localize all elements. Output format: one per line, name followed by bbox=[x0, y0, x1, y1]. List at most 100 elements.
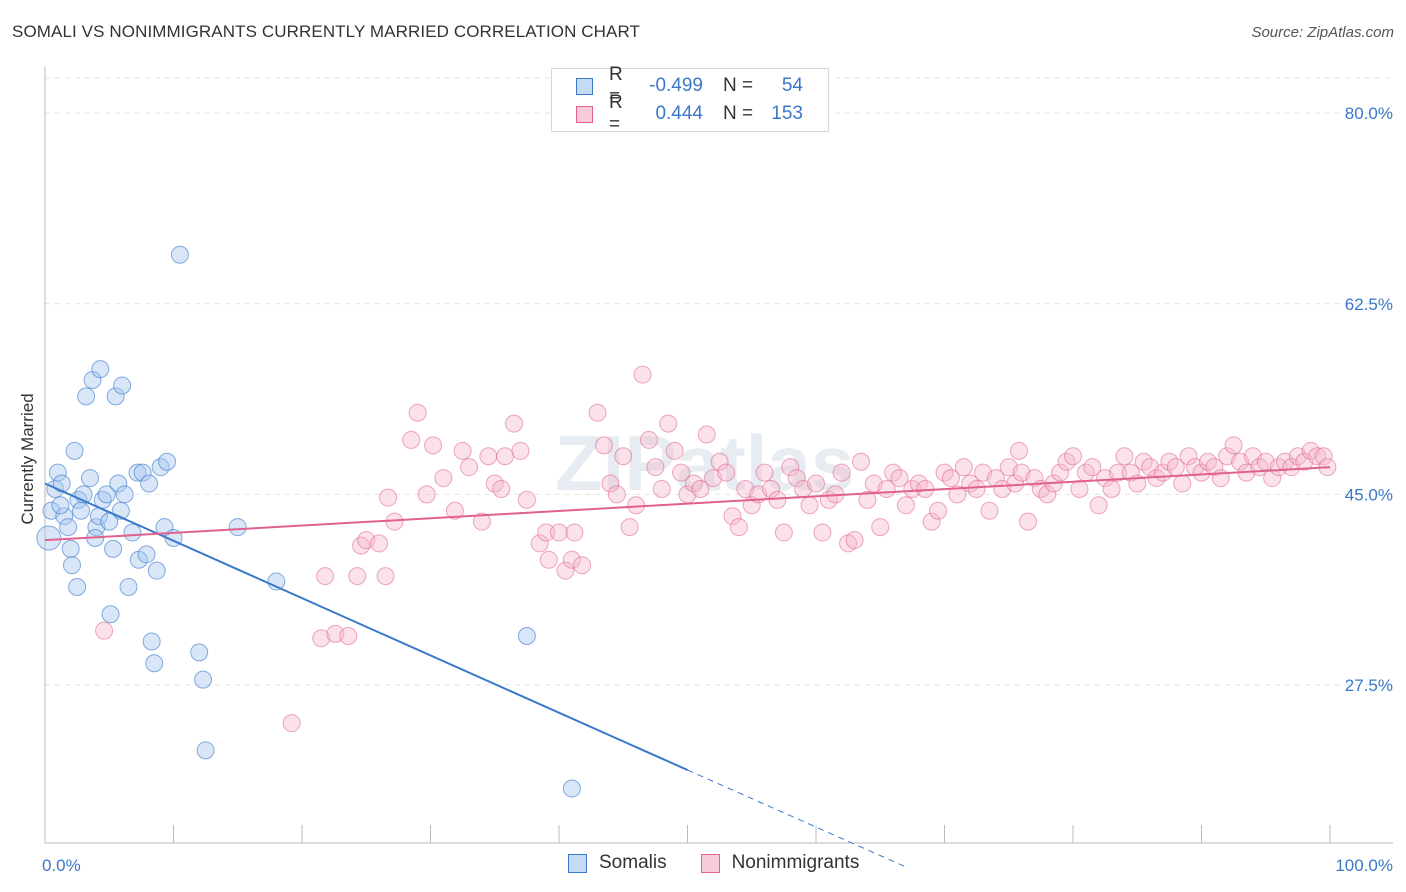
somalis-point bbox=[106, 387, 125, 406]
nonimmigrants-point bbox=[424, 436, 443, 455]
nonimmigrants-point bbox=[1010, 441, 1029, 460]
nonimmigrants-point bbox=[1102, 479, 1121, 498]
nonimmigrants-point bbox=[517, 490, 536, 509]
nonimmigrants-point bbox=[967, 479, 986, 498]
nonimmigrants-point bbox=[813, 523, 832, 542]
nonimmigrants-point bbox=[614, 447, 633, 466]
somalis-point bbox=[196, 741, 215, 760]
nonimmigrants-point bbox=[851, 452, 870, 471]
nonimmigrants-point bbox=[729, 518, 748, 537]
somalis-point bbox=[145, 654, 164, 673]
somalis-point bbox=[517, 627, 536, 646]
somalis-point bbox=[137, 545, 156, 564]
nonimmigrants-point bbox=[408, 403, 427, 422]
nonimmigrants-point bbox=[1205, 458, 1224, 477]
nonimmigrants-point bbox=[565, 523, 584, 542]
nonimmigrants-point bbox=[348, 567, 367, 586]
nonimmigrants-point bbox=[639, 430, 658, 449]
nonimmigrants-point bbox=[282, 714, 301, 733]
nonimmigrants-legend-label: Nonimmigrants bbox=[731, 852, 860, 873]
somalis-point bbox=[158, 452, 177, 471]
nonimmigrants-point bbox=[832, 463, 851, 482]
nonimmigrants-point bbox=[594, 436, 613, 455]
y-tick-label: 27.5% bbox=[1345, 676, 1393, 695]
nonimmigrants-point bbox=[1019, 512, 1038, 531]
tick-labels: 27.5% 45.0% 62.5% 80.0% 0.0% 100.0% Currently … bbox=[18, 104, 1393, 875]
nonimmigrants-point bbox=[787, 469, 806, 488]
chart-source: Source: ZipAtlas.com bbox=[1251, 24, 1394, 41]
nonimmigrants-point bbox=[601, 474, 620, 493]
somalis-point bbox=[190, 643, 209, 662]
nonimmigrants-point bbox=[588, 403, 607, 422]
nonimmigrants-point bbox=[511, 441, 530, 460]
nonimmigrants-point bbox=[1121, 463, 1140, 482]
somalis-point bbox=[562, 779, 581, 798]
somalis-point bbox=[140, 474, 159, 493]
nonimmigrants-point bbox=[774, 523, 793, 542]
nonimmigrants-point bbox=[929, 501, 948, 520]
somalis-point bbox=[104, 539, 123, 558]
nonimmigrants-point bbox=[762, 479, 781, 498]
nonimmigrants-point bbox=[370, 534, 389, 553]
nonimmigrants-point bbox=[646, 458, 665, 477]
nonimmigrants-point bbox=[530, 534, 549, 553]
nonimmigrants-point bbox=[941, 469, 960, 488]
somalis-point bbox=[48, 463, 67, 482]
nonimmigrants-point bbox=[896, 496, 915, 515]
y-tick-label: 62.5% bbox=[1345, 295, 1393, 314]
nonimmigrants-point bbox=[537, 523, 556, 542]
nonimmigrants-point bbox=[665, 441, 684, 460]
x-tick-label: 0.0% bbox=[42, 856, 81, 875]
trend-lines bbox=[44, 466, 1331, 868]
nonimmigrants-point bbox=[312, 629, 331, 648]
nonimmigrants-point bbox=[472, 512, 491, 531]
correlation-legend: R = -0.499 N = 54 R = 0.444 N = 153 bbox=[551, 64, 829, 135]
nonimmigrants-point bbox=[697, 425, 716, 444]
somalis-point bbox=[59, 518, 78, 537]
somalis-point bbox=[68, 578, 87, 596]
legend-n-label: N = bbox=[723, 103, 754, 124]
nonimmigrants-point bbox=[1115, 447, 1134, 466]
nonimmigrants-point bbox=[781, 458, 800, 477]
somalis-point bbox=[51, 496, 70, 515]
nonimmigrants-point bbox=[1224, 436, 1243, 455]
nonimmigrants-point bbox=[717, 463, 736, 482]
somalis-trend-extension bbox=[687, 769, 907, 868]
somalis-point bbox=[228, 518, 247, 537]
chart-title: SOMALI VS NONIMMIGRANTS CURRENTLY MARRIE… bbox=[12, 22, 641, 41]
somalis-point bbox=[91, 360, 110, 379]
gridlines bbox=[45, 77, 1393, 686]
legend-r-value: 0.444 bbox=[655, 103, 703, 124]
nonimmigrants-point bbox=[652, 479, 671, 498]
somalis-point bbox=[170, 245, 189, 264]
somalis-points bbox=[36, 245, 581, 798]
nonimmigrants-point bbox=[845, 531, 864, 550]
nonimmigrants-point bbox=[620, 518, 639, 537]
nonimmigrants-point bbox=[1108, 463, 1127, 482]
nonimmigrants-point bbox=[672, 463, 691, 482]
nonimmigrants-point bbox=[1083, 458, 1102, 477]
y-axis-title: Currently Married bbox=[18, 393, 37, 524]
nonimmigrants-point bbox=[1064, 447, 1082, 466]
y-tick-label: 45.0% bbox=[1345, 485, 1393, 504]
somalis-point bbox=[61, 539, 80, 558]
somalis-point bbox=[65, 441, 84, 460]
somalis-point bbox=[128, 463, 147, 482]
legend-row-somalis: R = -0.499 N = 54 bbox=[552, 64, 803, 107]
nonimmigrants-swatch bbox=[576, 105, 593, 123]
somalis-point bbox=[77, 387, 96, 406]
nonimmigrants-point bbox=[562, 550, 581, 569]
nonimmigrants-point bbox=[980, 501, 999, 520]
somalis-legend-swatch bbox=[568, 853, 587, 873]
series-legend: Somalis Nonimmigrants bbox=[568, 852, 859, 874]
nonimmigrants-point bbox=[496, 447, 515, 466]
nonimmigrants-point bbox=[659, 414, 678, 433]
nonimmigrants-point bbox=[1179, 447, 1198, 466]
somalis-point bbox=[80, 469, 99, 488]
legend-n-value: 54 bbox=[781, 75, 803, 96]
nonimmigrants-point bbox=[948, 485, 967, 504]
nonimmigrants-point bbox=[1314, 447, 1333, 466]
nonimmigrants-point bbox=[800, 496, 819, 515]
nonimmigrants-point bbox=[316, 567, 335, 586]
